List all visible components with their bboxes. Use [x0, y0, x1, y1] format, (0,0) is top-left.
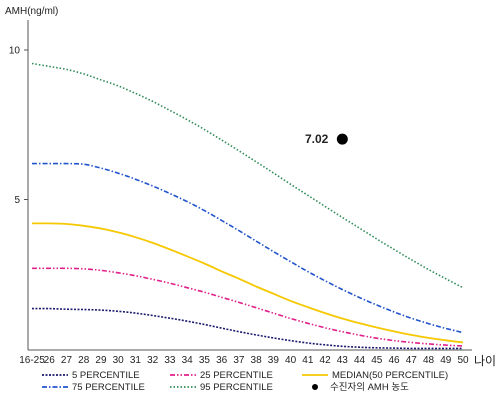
legend-label: 75 PERCENTILE	[72, 382, 145, 393]
legend-marker-dot	[312, 384, 318, 390]
x-tick-label: 31	[130, 355, 142, 366]
series-line-5-percentile	[31, 307, 463, 350]
x-tick-label: 16-25	[19, 355, 45, 366]
x-tick-label: 50	[457, 355, 469, 366]
legend-label: 수진자의 AMH 농도	[330, 382, 409, 393]
x-tick-label: 48	[423, 355, 435, 366]
y-axis-label: AMH(ng/ml)	[5, 6, 58, 17]
series-line-25-percentile	[31, 267, 464, 347]
x-tick-label: 41	[302, 355, 314, 366]
y-ticks: 5 10	[9, 46, 28, 206]
x-tick-label: 34	[182, 355, 194, 366]
patient-marker-dot	[336, 133, 348, 145]
x-axis-label: 나이	[474, 354, 496, 368]
legend-label: 25 PERCENTILE	[200, 370, 273, 381]
x-tick-label: 45	[371, 355, 383, 366]
legend-label: MEDIAN(50 PERCENTILE)	[332, 370, 448, 381]
x-tick-label: 39	[268, 355, 280, 366]
series-line-75-percentile	[31, 162, 464, 334]
legend-label: 5 PERCENTILE	[72, 370, 140, 381]
x-tick-label: 36	[216, 355, 228, 366]
x-tick-label: 40	[285, 355, 297, 366]
x-tick-label: 26	[44, 355, 56, 366]
series-lines	[31, 62, 464, 350]
y-tick-label: 10	[9, 46, 21, 57]
patient-marker-label: 7.02	[305, 132, 329, 146]
x-tick-label: 35	[199, 355, 211, 366]
x-tick-label: 27	[61, 355, 73, 366]
x-tick-label: 47	[406, 355, 418, 366]
x-tick-label: 44	[354, 355, 366, 366]
patient-marker: 7.02	[305, 132, 348, 146]
x-tick-label: 32	[147, 355, 159, 366]
legend-label: 95 PERCENTILE	[200, 382, 273, 393]
legend: 5 PERCENTILE 25 PERCENTILE MEDIAN(50 PERCE…	[42, 370, 448, 393]
x-tick-label: 37	[233, 355, 245, 366]
chart-axes: AMH(ng/ml) 나이	[5, 6, 496, 368]
x-tick-label: 30	[113, 355, 125, 366]
x-tick-label: 49	[440, 355, 452, 366]
x-tick-label: 29	[95, 355, 107, 366]
x-tick-label: 28	[78, 355, 90, 366]
y-tick-label: 5	[14, 195, 20, 206]
series-line-95-percentile	[31, 62, 464, 289]
series-line-median-50-percentile	[31, 222, 464, 344]
x-tick-label: 46	[388, 355, 400, 366]
x-tick-label: 43	[337, 355, 349, 366]
x-tick-label: 33	[164, 355, 176, 366]
x-tick-label: 38	[251, 355, 263, 366]
x-tick-label: 42	[320, 355, 332, 366]
